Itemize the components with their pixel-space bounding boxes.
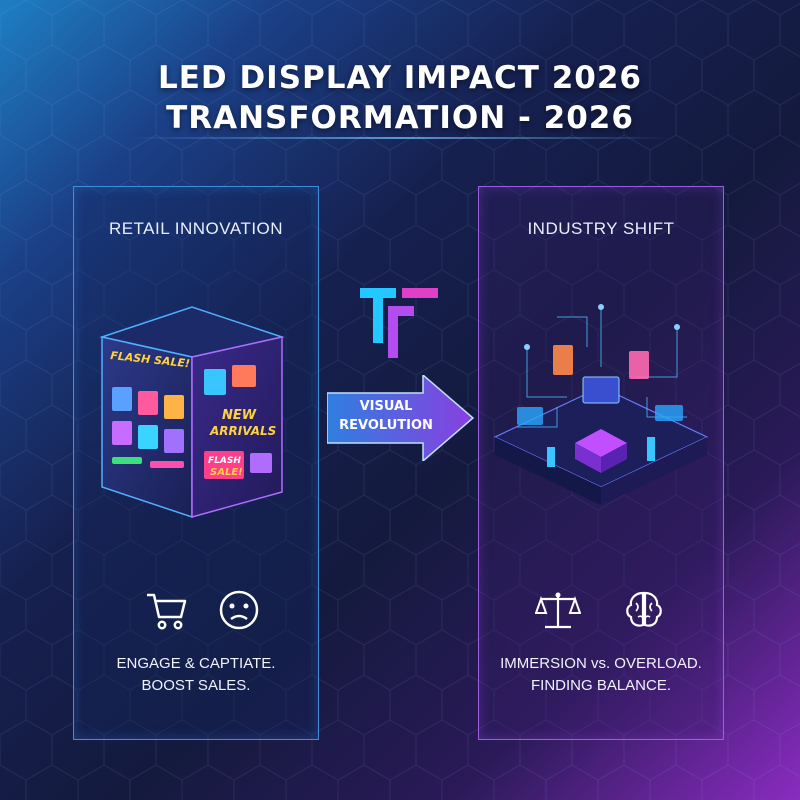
industry-shift-panel: INDUSTRY SHIFT IM: [478, 186, 724, 740]
title-line-1: LED DISPLAY IMPACT 2026: [157, 60, 642, 96]
retail-innovation-panel: RETAIL INNOVATION FLASH SALE! NEW ARRI: [73, 186, 319, 740]
panel-title: INDUSTRY SHIFT: [527, 219, 675, 238]
flash-small-label: FLASH: [208, 456, 241, 466]
arrow-label-line-1: VISUAL: [359, 399, 413, 414]
right-caption: IMMERSION vs. OVERLOAD. FINDING BALANCE.: [479, 653, 723, 697]
caption-line-1: ENGAGE & CAPTIATE.: [116, 655, 276, 672]
t-logo-icon: [360, 288, 438, 358]
right-icons: [479, 587, 723, 637]
arrow-label: VISUAL REVOLUTION: [330, 397, 442, 435]
visual-revolution-arrow: [327, 375, 475, 461]
new-label: NEW: [222, 408, 257, 423]
arrivals-label: ARRIVALS: [209, 424, 276, 438]
caption-line-2: BOOST SALES.: [141, 677, 251, 694]
shopping-cart-icon: [147, 593, 187, 630]
panel-title: RETAIL INNOVATION: [108, 219, 284, 238]
left-caption: ENGAGE & CAPTIATE. BOOST SALES.: [74, 653, 318, 697]
left-icons: [74, 587, 318, 637]
title-underline: [130, 137, 670, 139]
led-display-cube-illustration: FLASH SALE! NEW ARRIVALS FLASH SALE!: [99, 306, 285, 519]
caption-line-1: IMMERSION vs. OVERLOAD.: [500, 655, 702, 672]
page-title: LED DISPLAY IMPACT 2026 TRANSFORMATION -…: [0, 58, 800, 138]
arrow-label-line-2: REVOLUTION: [339, 418, 433, 433]
caption-line-2: FINDING BALANCE.: [530, 677, 672, 694]
confused-face-icon: [219, 590, 259, 630]
brain-icon: [626, 591, 662, 627]
sale-small-label: SALE!: [210, 467, 243, 478]
balance-scale-icon: [535, 592, 581, 629]
title-line-2: TRANSFORMATION - 2026: [166, 100, 634, 136]
digital-city-illustration: [493, 304, 709, 505]
